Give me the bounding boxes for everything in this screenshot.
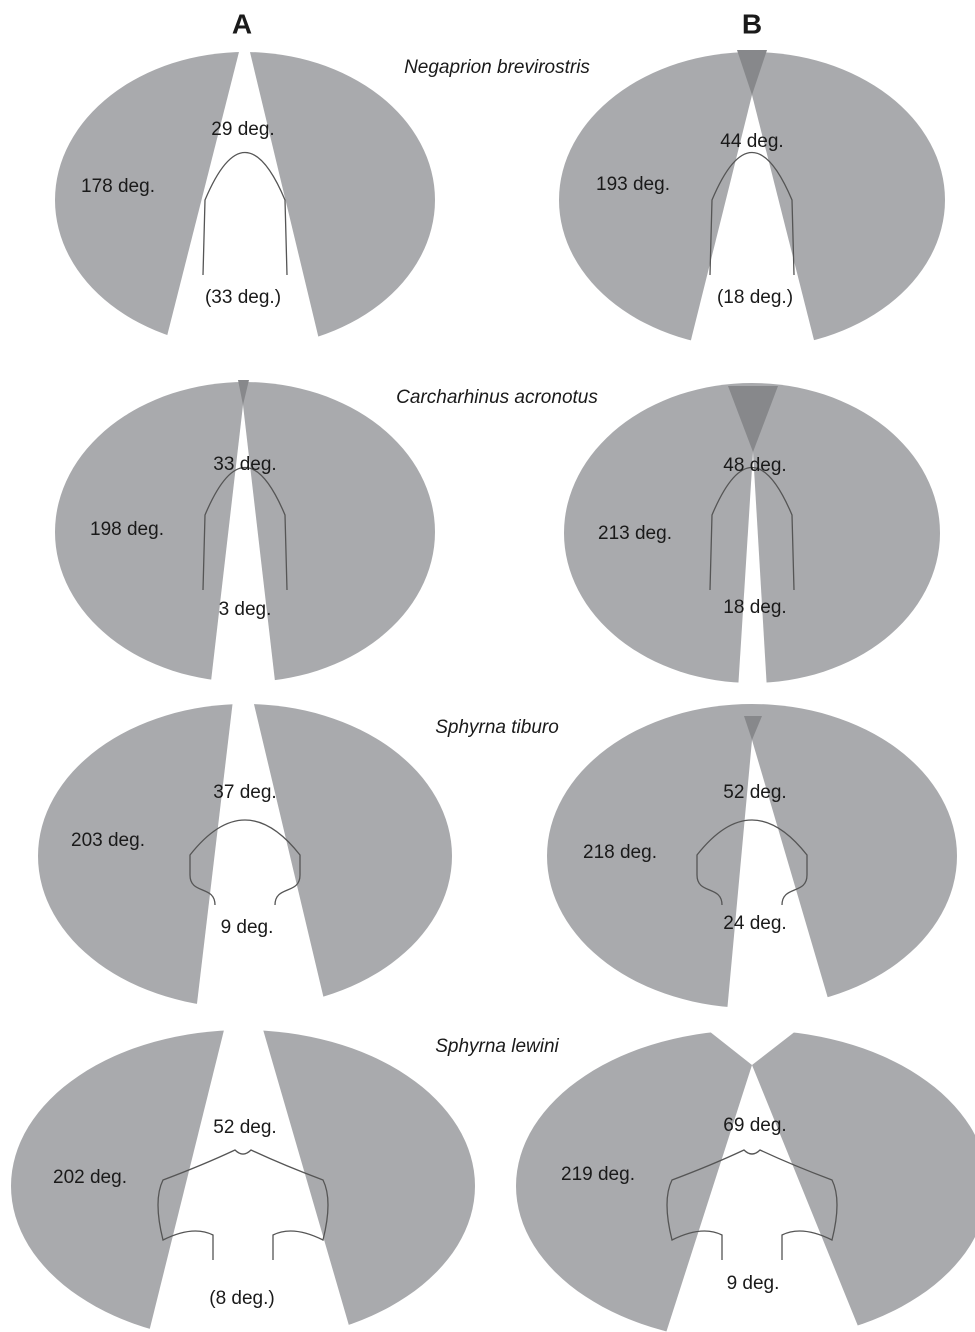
rear-angle: 24 deg. [723, 913, 786, 934]
front-angle: 52 deg. [213, 1117, 276, 1138]
column-label: B [742, 8, 762, 39]
front-angle: 37 deg. [213, 782, 276, 803]
lateral-angle: 202 deg. [53, 1167, 127, 1188]
rear-angle: 9 deg. [727, 1273, 780, 1294]
species-name: Sphyrna lewini [435, 1036, 559, 1057]
lateral-angle: 198 deg. [90, 519, 164, 540]
lateral-angle: 213 deg. [598, 523, 672, 544]
front-angle: 29 deg. [211, 119, 274, 140]
column-label: A [232, 8, 252, 39]
lateral-angle: 218 deg. [583, 842, 657, 863]
rear-angle: 18 deg. [723, 597, 786, 618]
lateral-angle: 219 deg. [561, 1164, 635, 1185]
front-angle: 69 deg. [723, 1115, 786, 1136]
lateral-angle: 193 deg. [596, 174, 670, 195]
rear-angle: 3 deg. [219, 599, 272, 620]
front-angle: 48 deg. [723, 455, 786, 476]
lateral-angle: 178 deg. [81, 176, 155, 197]
rear-angle: (8 deg.) [209, 1288, 274, 1309]
page: A B 178 deg. 29 deg. (33 deg.) 193 deg. 44 deg… [0, 0, 975, 1332]
figure: A B 178 deg. 29 deg. (33 deg.) 193 deg. 44 deg… [0, 0, 975, 1332]
species-name: Sphyrna tiburo [435, 717, 559, 738]
species-name: Negaprion brevirostris [404, 57, 590, 78]
front-angle: 52 deg. [723, 782, 786, 803]
rear-angle: (18 deg.) [717, 287, 793, 308]
rear-angle: 9 deg. [221, 917, 274, 938]
front-angle: 44 deg. [720, 131, 783, 152]
front-angle: 33 deg. [213, 454, 276, 475]
rear-angle: (33 deg.) [205, 287, 281, 308]
species-name: Carcharhinus acronotus [396, 387, 598, 408]
lateral-angle: 203 deg. [71, 830, 145, 851]
